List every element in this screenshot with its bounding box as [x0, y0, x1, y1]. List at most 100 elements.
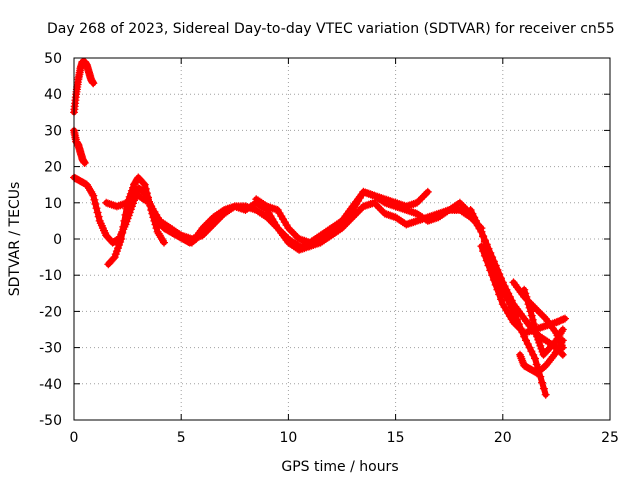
data-point	[489, 276, 498, 284]
chart-title: Day 268 of 2023, Sidereal Day-to-day VTE…	[47, 21, 615, 37]
data-point	[377, 206, 386, 214]
data-point	[480, 251, 489, 260]
data-point	[375, 204, 384, 213]
y-tick-label: 30	[44, 123, 62, 139]
data-point	[536, 309, 545, 318]
x-tick-label: 0	[70, 430, 79, 446]
x-tick-label: 25	[601, 430, 619, 446]
data-point	[557, 349, 566, 358]
data-point	[524, 300, 533, 309]
data-point	[516, 350, 524, 359]
data-point	[457, 200, 466, 209]
data-point	[143, 197, 152, 206]
data-point	[200, 222, 209, 231]
data-point	[484, 261, 493, 270]
data-point	[527, 347, 536, 356]
series-track-early-spike	[70, 57, 98, 117]
data-point	[288, 227, 296, 236]
data-point	[477, 242, 486, 251]
data-point	[109, 254, 118, 263]
data-point	[345, 209, 354, 218]
data-point	[480, 236, 489, 245]
data-point	[416, 195, 425, 204]
data-point	[518, 356, 527, 365]
data-point	[513, 321, 522, 330]
x-tick-labels: 0 5 10 15 20 25	[70, 430, 619, 446]
data-point	[538, 311, 547, 319]
data-point	[529, 350, 538, 359]
data-point	[532, 360, 541, 369]
data-point	[489, 257, 498, 266]
data-point	[204, 218, 212, 227]
data-point	[488, 253, 497, 262]
data-point	[473, 220, 482, 229]
data-point	[523, 340, 532, 348]
y-tick-label: -20	[39, 304, 62, 320]
data-point	[204, 225, 212, 234]
data-point	[90, 195, 99, 204]
data-point	[495, 270, 504, 278]
data-point	[505, 292, 514, 301]
x-axis-label: GPS time / hours	[281, 459, 398, 475]
data-point	[521, 289, 530, 298]
data-point	[526, 307, 535, 316]
data-point	[218, 207, 227, 216]
data-point	[420, 191, 429, 200]
data-point	[363, 189, 371, 198]
data-point	[523, 296, 532, 305]
data-point	[541, 390, 550, 399]
data-point	[514, 323, 523, 332]
data-point	[89, 191, 98, 200]
data-point	[518, 358, 527, 367]
data-point	[497, 274, 505, 283]
data-point	[528, 315, 537, 324]
data-point	[502, 285, 511, 294]
data-point	[117, 235, 126, 243]
data-point	[141, 184, 150, 193]
data-point	[484, 244, 493, 253]
data-point	[289, 229, 298, 238]
data-point	[343, 211, 352, 220]
data-point	[354, 207, 363, 216]
data-point	[532, 305, 541, 314]
data-point	[175, 230, 184, 239]
series-band	[188, 188, 549, 398]
data-point	[413, 198, 421, 207]
data-point	[418, 193, 427, 202]
data-point	[348, 213, 357, 222]
data-point	[205, 224, 214, 233]
data-point	[495, 290, 504, 299]
data-point	[475, 224, 484, 233]
data-point	[488, 271, 497, 280]
data-point	[461, 204, 470, 213]
y-tick-label: -50	[39, 413, 62, 429]
data-point	[414, 197, 423, 205]
data-point	[92, 204, 101, 213]
data-point	[371, 200, 380, 209]
x-tick-label: 5	[177, 430, 186, 446]
data-point	[88, 189, 97, 198]
x-tick-label: 10	[279, 430, 297, 446]
y-tick-label: 0	[53, 232, 62, 248]
data-point	[525, 303, 534, 312]
data-point	[482, 256, 491, 265]
data-point	[118, 229, 127, 237]
data-point	[119, 222, 128, 231]
data-point	[120, 216, 129, 225]
data-point	[142, 189, 151, 198]
data-point	[479, 247, 488, 256]
data-point	[522, 292, 531, 301]
series-track-d	[187, 187, 550, 399]
y-axis-label: SDTVAR / TECUs	[7, 182, 23, 297]
data-point	[355, 206, 364, 214]
x-tick-label: 20	[494, 430, 512, 446]
series-track-e	[252, 187, 432, 247]
data-point	[139, 179, 148, 188]
data-point	[486, 266, 495, 275]
y-tick-label: 10	[44, 196, 62, 212]
data-point	[343, 218, 352, 227]
data-point	[470, 213, 479, 222]
data-point	[160, 238, 168, 247]
data-point	[477, 227, 486, 236]
data-point	[511, 320, 520, 329]
